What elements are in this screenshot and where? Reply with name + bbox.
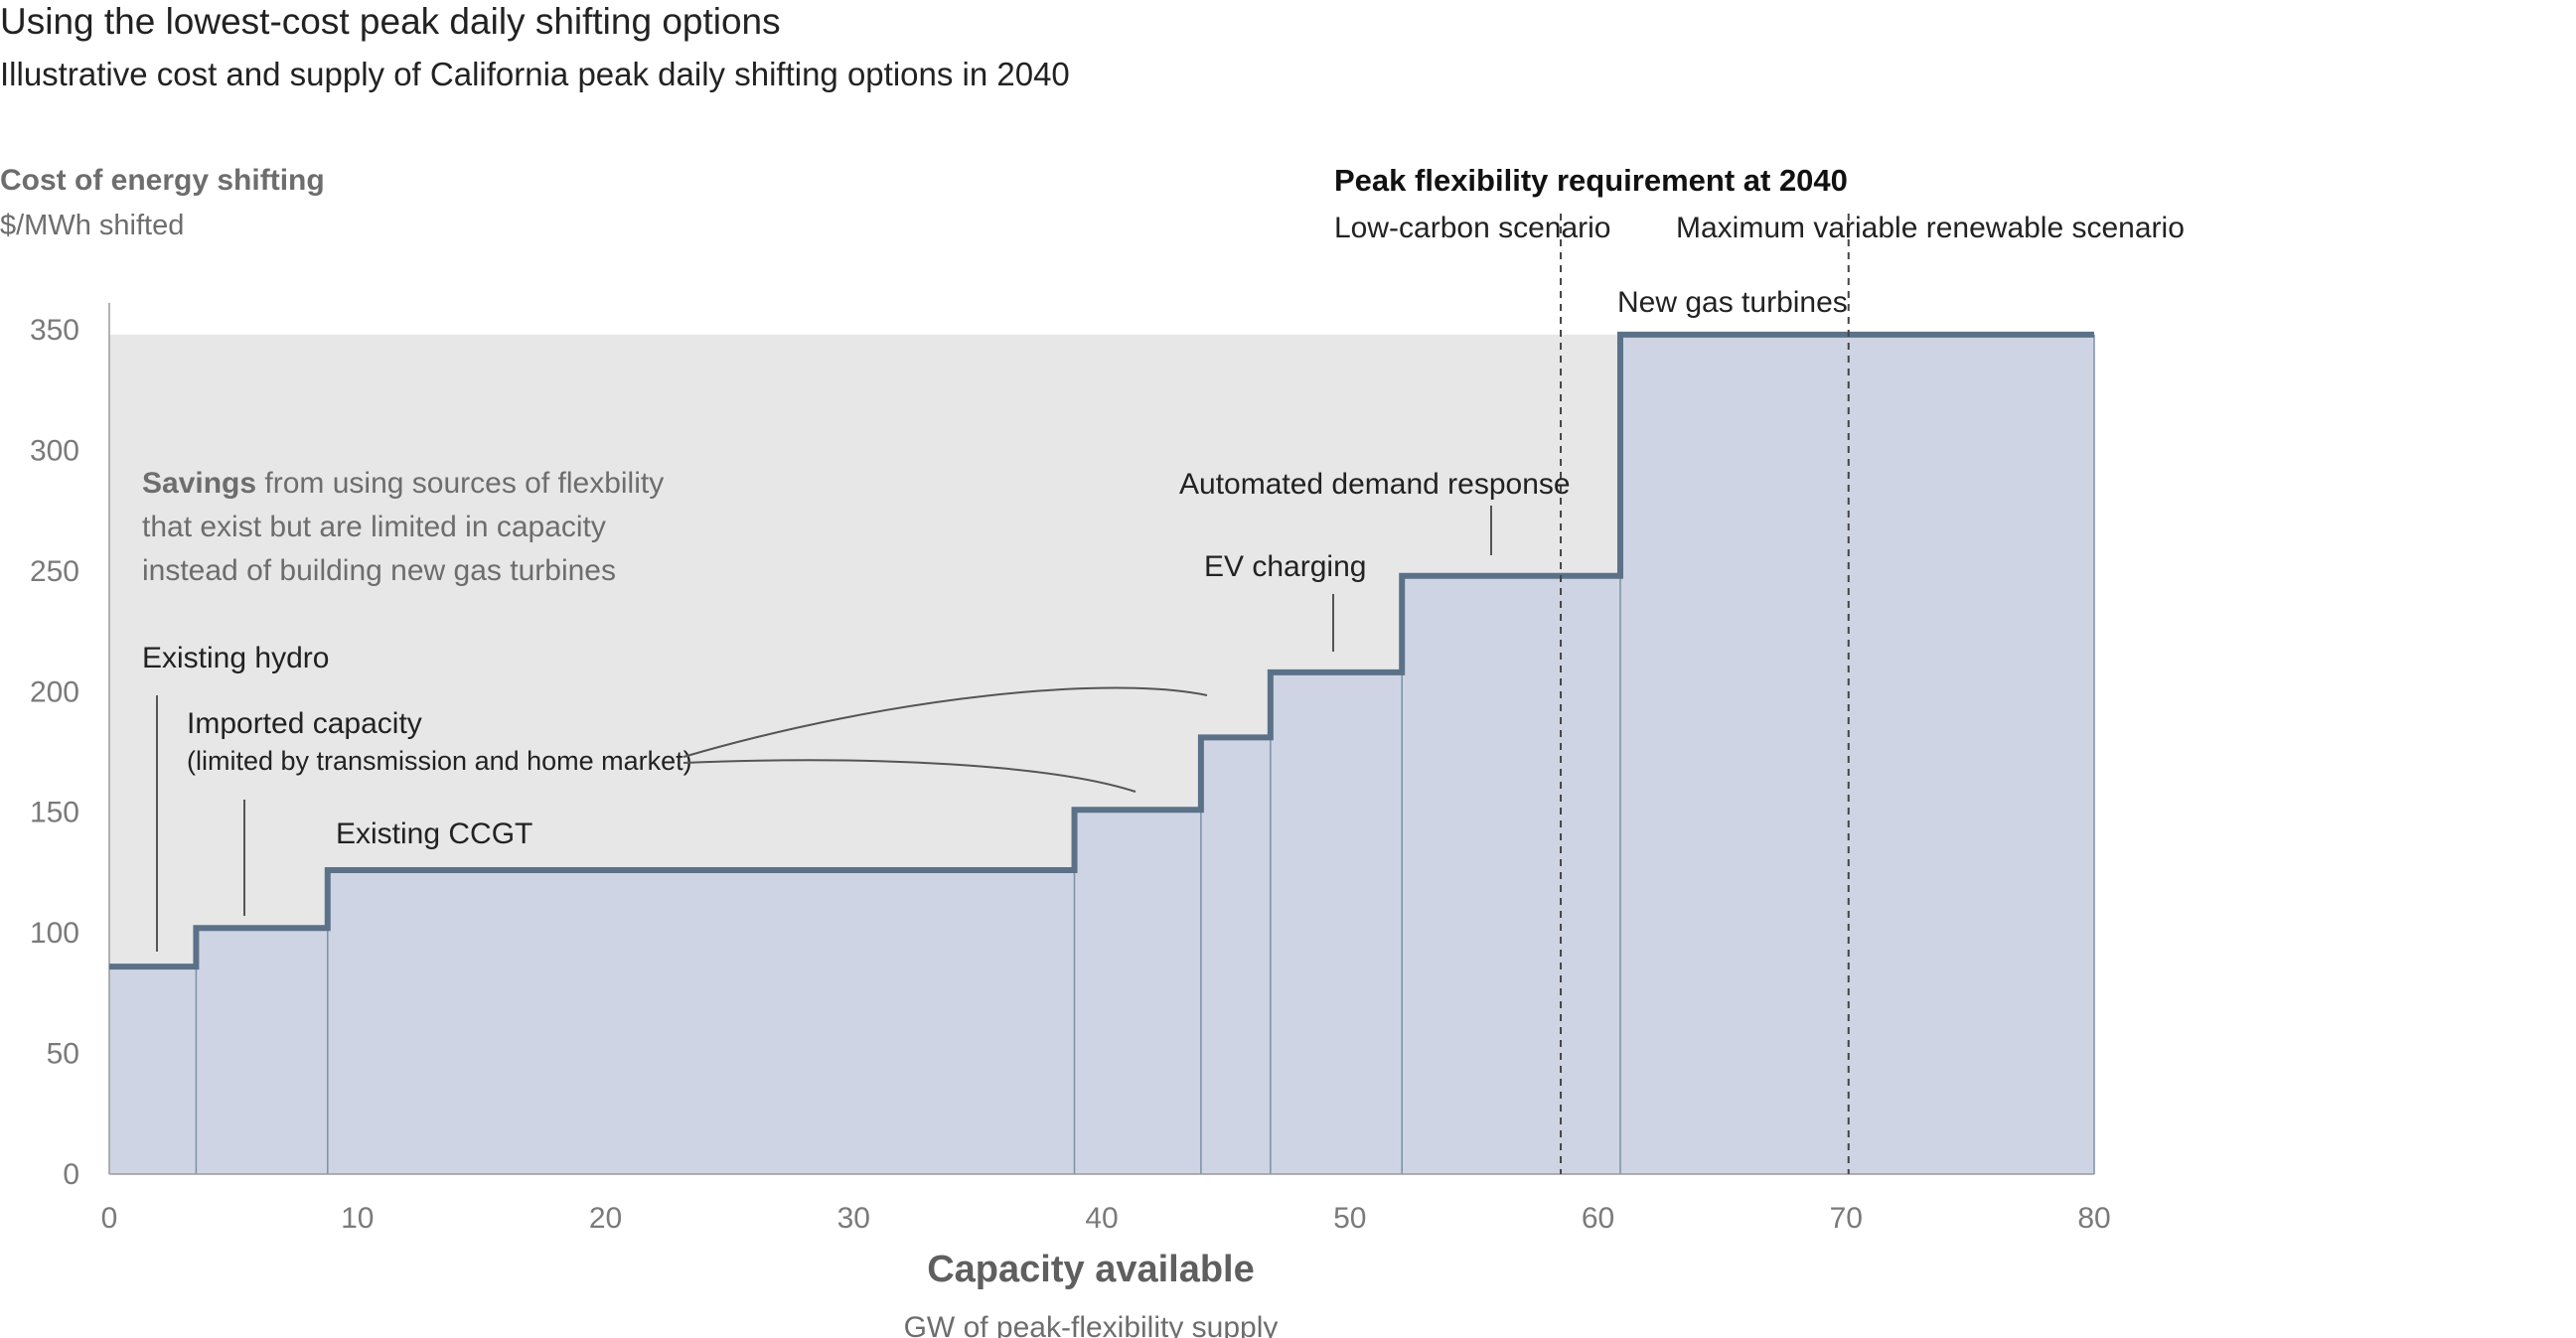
x-axis-unit: GW of peak-flexibility supply [904,1311,1279,1338]
imported-curve-upper [682,686,1208,758]
step-fill-2 [327,870,1075,1174]
ev-charging-label: EV charging [1204,550,1366,583]
requirement-title: Peak flexibility requirement at 2040 [1334,163,1848,198]
step-fill-0 [109,966,197,1174]
x-tick-label: 60 [1582,1202,1614,1235]
step-fill-6 [1402,575,1620,1174]
x-axis-title: Capacity available [927,1249,1255,1290]
savings-note-line3: instead of building new gas turbines [142,554,616,587]
savings-note-line2: that exist but are limited in capacity [142,511,606,543]
y-tick-label: 0 [63,1158,79,1191]
supply-step-line [109,331,2094,970]
imported-capacity-note: (limited by transmission and home market… [187,746,692,776]
step-fill-5 [1270,671,1403,1174]
chart-subtitle: Illustrative cost and supply of Californ… [0,56,1070,92]
step-fill-7 [1619,334,2094,1174]
y-tick-label: 300 [30,434,79,467]
x-tick-label: 10 [341,1202,374,1235]
new-gas-turbines-label: New gas turbines [1617,286,1848,319]
x-tick-label: 40 [1085,1202,1118,1235]
existing-hydro-label: Existing hydro [142,642,329,674]
x-tick-label: 20 [589,1202,622,1235]
y-tick-label: 250 [30,555,79,588]
automated-demand-response-label: Automated demand response [1179,468,1571,501]
x-tick-label: 70 [1830,1202,1863,1235]
imported-curve-lower [682,759,1136,793]
existing-ccgt-label: Existing CCGT [336,818,532,850]
x-tick-label: 50 [1333,1202,1366,1235]
chart-title: Using the lowest-cost peak daily shiftin… [0,1,781,42]
y-tick-label: 150 [30,797,79,829]
y-tick-label: 350 [30,314,79,347]
y-axis-unit: $/MWh shifted [0,210,184,241]
step-fill-4 [1200,737,1271,1174]
savings-note-line1: Savings from using sources of flexbility [142,467,664,500]
step-fill-1 [196,928,328,1174]
savings-note-bold: Savings [142,467,256,500]
step-fill-3 [1074,810,1201,1174]
y-tick-label: 50 [47,1038,79,1071]
low-carbon-scenario-label: Low-carbon scenario [1334,212,1610,244]
max-renewable-scenario-label: Maximum variable renewable scenario [1676,212,2185,244]
y-tick-label: 200 [30,675,79,708]
y-axis-title: Cost of energy shifting [0,164,325,197]
imported-capacity-label: Imported capacity [187,707,422,740]
y-tick-label: 100 [30,917,79,950]
x-tick-label: 0 [101,1202,118,1235]
plot-area: 0 50 100 150 200 250 300 350 0 10 20 30 40 50 60 70 80 [30,214,2111,1235]
annotation-leaders [156,506,1492,952]
x-tick-label: 30 [837,1202,870,1235]
x-tick-label: 80 [2077,1202,2110,1235]
savings-note-rest: from using sources of flexbility [256,467,664,500]
